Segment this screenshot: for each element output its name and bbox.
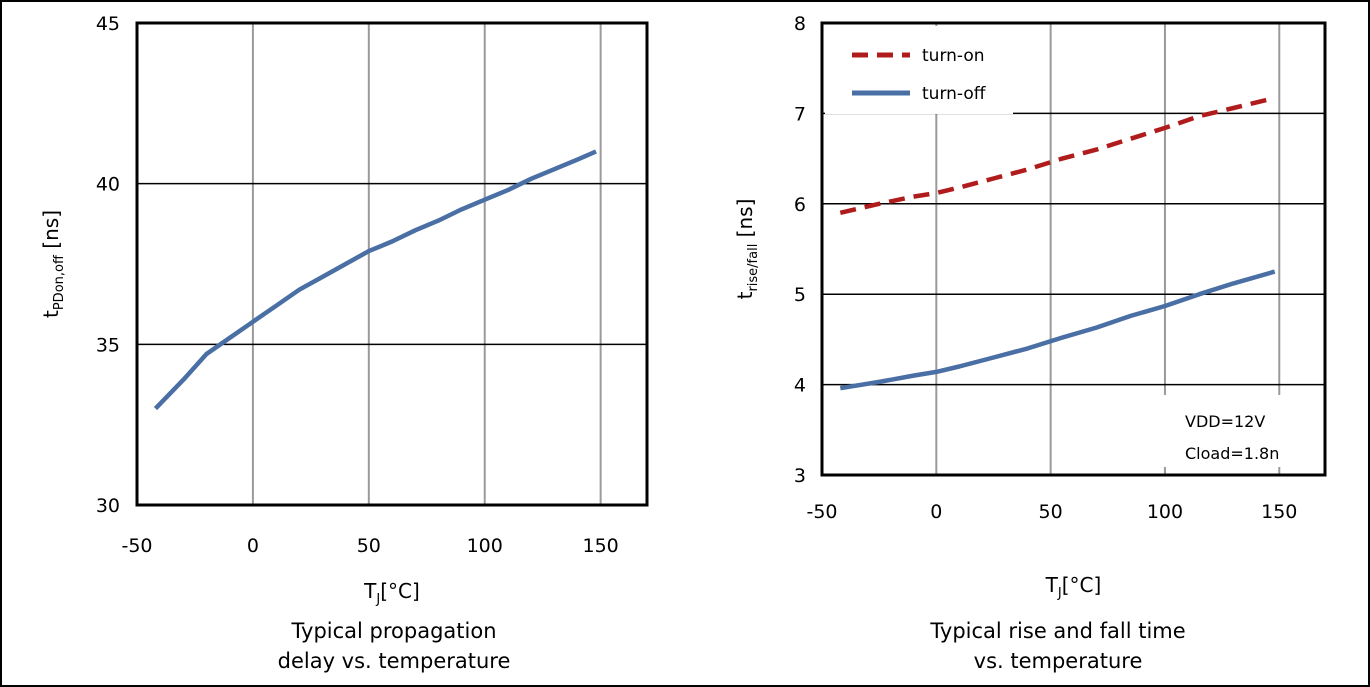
chart2-y-tick-label: 6 [794, 194, 806, 216]
chart1-y-axis-title: tPDon,off [ns] [39, 210, 67, 318]
chart1-x-tick-label: 50 [357, 535, 381, 557]
chart2-x-tick-label: 0 [930, 501, 942, 523]
chart1-series-line-0 [153, 149, 597, 411]
chart2-series-line-0 [839, 95, 1276, 215]
chart2-series-line-1 [839, 269, 1276, 391]
chart2-caption-line-1: vs. temperature [974, 649, 1143, 673]
chart1-caption-line-1: delay vs. temperature [278, 649, 511, 673]
chart2-x-tick-label: -50 [806, 501, 837, 523]
chart1-y-tick-label: 45 [96, 13, 120, 35]
chart1-plot-border [135, 21, 649, 507]
chart2-y-axis-title: trise/fall [ns] [733, 199, 761, 300]
chart1-x-tick-label: 150 [583, 535, 619, 557]
chart2-caption-line-0: Typical rise and fall time [929, 619, 1185, 643]
chart2-x-tick-label: 50 [1039, 501, 1063, 523]
chart2-legend-label-0: turn-on [922, 46, 985, 66]
chart2-x-axis-title: TJ[°C] [1045, 573, 1102, 601]
chart2-plot-border [820, 21, 1327, 477]
chart2-y-tick-label: 5 [794, 284, 806, 306]
chart1-y-tick-label: 40 [96, 174, 120, 196]
chart1-x-tick-label: 0 [247, 535, 259, 557]
chart2-annotation-box [1145, 395, 1317, 467]
chart2-annotation-1: Cload=1.8n [1185, 444, 1279, 463]
chart1-x-tick-label: 100 [467, 535, 503, 557]
chart1-x-tick-label: -50 [121, 535, 152, 557]
chart1-caption-line-0: Typical propagation [290, 619, 496, 643]
chart2-x-tick-label: 150 [1261, 501, 1297, 523]
chart1-y-tick-label: 35 [96, 334, 120, 356]
chart1-y-tick-label: 30 [96, 495, 120, 517]
chart2-legend-box [825, 26, 1013, 114]
chart2-y-tick-label: 7 [794, 103, 806, 125]
chart2-annotation-0: VDD=12V [1185, 412, 1265, 431]
chart2-y-tick-label: 8 [794, 13, 806, 35]
chart2-x-tick-label: 100 [1147, 501, 1183, 523]
chart1-x-axis-title: TJ[°C] [363, 579, 420, 607]
chart2-legend-label-1: turn-off [922, 84, 987, 104]
chart2-y-tick-label: 4 [794, 375, 806, 397]
chart2-y-tick-label: 3 [794, 465, 806, 487]
